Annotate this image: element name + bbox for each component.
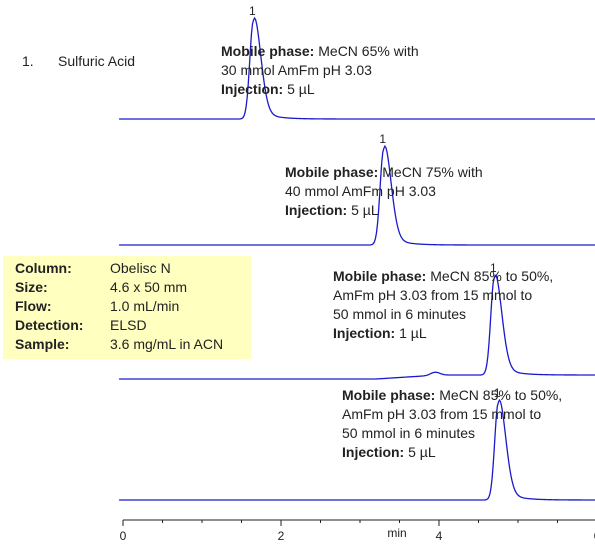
peak-label: 1: [494, 386, 501, 400]
mobile-phase-line: 50 mmol in 6 minutes: [342, 425, 476, 441]
legend-compound: Sulfuric Acid: [58, 53, 136, 69]
mobile-phase-line: AmFm pH 3.03 from 15 mmol to: [342, 406, 542, 422]
x-axis-unit: min: [387, 526, 406, 540]
mobile-phase-line: AmFm pH 3.03 from 15 mmol to: [333, 287, 533, 303]
condition-key: Size:: [15, 279, 48, 295]
condition-value: ELSD: [110, 317, 147, 333]
condition-key: Detection:: [15, 317, 84, 333]
peak-label: 1: [490, 261, 497, 275]
mobile-phase-line: MeCN 85% to 50%,: [430, 268, 554, 284]
mobile-phase-label: Mobile phase:: [333, 268, 427, 284]
mobile-phase-line: 30 mmol AmFm pH 3.03: [221, 62, 372, 78]
peak-label: 1: [249, 4, 256, 18]
x-tick-label: 4: [436, 529, 443, 543]
condition-key: Flow:: [15, 298, 52, 314]
mobile-phase-label: Mobile phase:: [342, 387, 436, 403]
condition-key: Sample:: [15, 336, 70, 352]
injection-label: Injection:: [342, 444, 405, 460]
mobile-phase-line: MeCN 85% to 50%,: [439, 387, 563, 403]
injection-value: 1 µL: [399, 325, 427, 341]
x-tick-label: 6: [594, 529, 595, 543]
condition-value: Obelisc N: [110, 260, 171, 276]
mobile-phase-label: Mobile phase:: [285, 164, 379, 180]
injection-label: Injection:: [333, 325, 396, 341]
condition-value: 3.6 mg/mL in ACN: [110, 336, 224, 352]
injection-value: 5 µL: [408, 444, 436, 460]
condition-key: Column:: [15, 260, 72, 276]
mobile-phase-line: MeCN 65% with: [318, 43, 419, 59]
legend-number: 1.: [22, 53, 34, 69]
chromatogram-trace: [119, 398, 595, 501]
condition-value: 1.0 mL/min: [110, 298, 180, 314]
peak-label: 1: [379, 132, 386, 146]
chromatogram-trace: [119, 144, 595, 246]
chromatogram-trace: [119, 16, 595, 120]
x-tick-label: 2: [278, 529, 285, 543]
injection-value: 5 µL: [351, 202, 379, 218]
chromatogram-trace: [119, 274, 595, 380]
mobile-phase-label: Mobile phase:: [221, 43, 315, 59]
injection-value: 5 µL: [287, 81, 315, 97]
condition-value: 4.6 x 50 mm: [110, 279, 188, 295]
mobile-phase-line: MeCN 75% with: [382, 164, 483, 180]
injection-label: Injection:: [221, 81, 284, 97]
mobile-phase-line: 40 mmol AmFm pH 3.03: [285, 183, 436, 199]
mobile-phase-line: 50 mmol in 6 minutes: [333, 306, 467, 322]
x-tick-label: 0: [120, 529, 127, 543]
injection-label: Injection:: [285, 202, 348, 218]
conditions-box: Column: Obelisc N Size: 4.6 x 50 mm Flow…: [3, 256, 251, 359]
